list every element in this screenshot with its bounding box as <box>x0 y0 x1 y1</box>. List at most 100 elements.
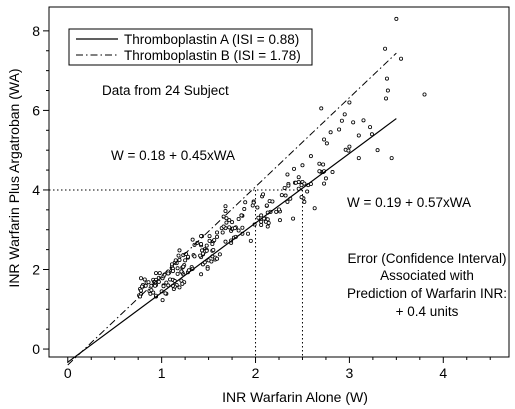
regression-lines <box>67 52 397 366</box>
y-tick-label: 6 <box>32 102 40 118</box>
data-point <box>199 272 204 277</box>
data-point <box>215 256 220 261</box>
data-point <box>223 204 228 209</box>
data-point <box>389 156 394 161</box>
data-point <box>180 281 185 286</box>
data-point <box>259 219 264 224</box>
data-point <box>264 203 269 208</box>
data-point <box>422 92 427 97</box>
data-point <box>199 242 204 247</box>
data-point <box>323 176 328 181</box>
data-point <box>270 199 275 204</box>
data-point <box>223 209 228 214</box>
data-point <box>369 132 374 137</box>
legend-label-b: Thromboplastin B (ISI = 1.78) <box>124 48 301 63</box>
data-point <box>356 156 361 161</box>
data-point <box>368 125 373 130</box>
legend-label-a: Thromboplastin A (ISI = 0.88) <box>124 32 299 47</box>
data-point <box>277 218 282 223</box>
data-point <box>179 269 184 274</box>
data-point <box>181 264 186 269</box>
data-point <box>240 225 245 230</box>
data-point <box>299 195 304 200</box>
data-point <box>177 285 182 290</box>
regression-line-b <box>67 52 397 366</box>
data-point <box>232 226 237 231</box>
data-point <box>347 100 352 105</box>
data-point <box>198 253 203 258</box>
data-point <box>285 172 290 177</box>
data-point <box>239 213 244 218</box>
data-point <box>384 96 389 101</box>
data-point <box>200 248 205 253</box>
data-point <box>293 180 298 185</box>
data-point <box>279 193 284 198</box>
data-point <box>215 234 220 239</box>
data-point <box>207 238 212 243</box>
data-point <box>204 243 209 248</box>
data-point <box>361 118 366 123</box>
error-line-3: Prediction of Warfarin INR: <box>347 286 507 301</box>
y-tick-label: 8 <box>32 23 40 39</box>
data-point <box>154 271 159 276</box>
axis-ticks: 0 1 2 3 4 0 2 4 6 8 <box>32 23 491 381</box>
data-point <box>164 280 169 285</box>
x-tick-label: 1 <box>158 365 166 381</box>
legend: Thromboplastin A (ISI = 0.88) Thrombopla… <box>68 28 313 66</box>
data-point <box>156 279 161 284</box>
data-point <box>161 284 166 289</box>
data-point <box>322 137 327 142</box>
data-point <box>324 141 329 146</box>
data-point <box>321 162 326 167</box>
x-tick-label: 3 <box>346 365 354 381</box>
data-point <box>283 193 288 198</box>
subjects-annotation: Data from 24 Subject <box>102 83 229 98</box>
data-point <box>346 148 351 153</box>
data-point <box>385 88 390 93</box>
data-point <box>322 181 327 186</box>
x-tick-label: 0 <box>64 365 72 381</box>
data-point <box>142 277 147 282</box>
data-point <box>383 46 388 51</box>
error-line-1: Error (Confidence Interval) <box>347 251 506 266</box>
data-point <box>211 248 216 253</box>
data-point <box>291 216 296 221</box>
data-point <box>305 189 310 194</box>
data-point <box>330 170 335 175</box>
data-point <box>259 222 264 227</box>
data-point <box>300 163 305 168</box>
equation-a-annotation: W = 0.19 + 0.57xWA <box>347 195 471 210</box>
data-point <box>242 207 247 212</box>
data-point <box>236 228 241 233</box>
data-point <box>223 239 228 244</box>
data-point <box>210 242 215 247</box>
data-point <box>204 248 209 253</box>
data-point <box>347 144 352 149</box>
data-point <box>185 254 190 259</box>
data-point <box>209 259 214 264</box>
data-point <box>296 175 301 180</box>
data-point <box>286 183 291 188</box>
data-point <box>250 203 255 208</box>
data-point <box>177 248 182 253</box>
data-point <box>256 215 261 220</box>
data-point <box>399 56 404 61</box>
data-point <box>217 252 222 257</box>
legend-box <box>68 28 313 66</box>
data-point <box>157 271 162 276</box>
data-point <box>342 112 347 117</box>
data-point <box>259 213 264 218</box>
data-point <box>302 181 307 186</box>
data-point <box>160 298 165 303</box>
data-point <box>176 253 181 258</box>
data-point <box>255 205 260 210</box>
x-tick-label: 2 <box>252 365 260 381</box>
data-point <box>276 207 281 212</box>
data-point <box>190 237 195 242</box>
data-point <box>248 238 253 243</box>
data-point <box>207 234 212 239</box>
data-point <box>215 230 220 235</box>
y-axis-label: INR Warfarin Plus Argatroban (WA) <box>6 68 22 287</box>
